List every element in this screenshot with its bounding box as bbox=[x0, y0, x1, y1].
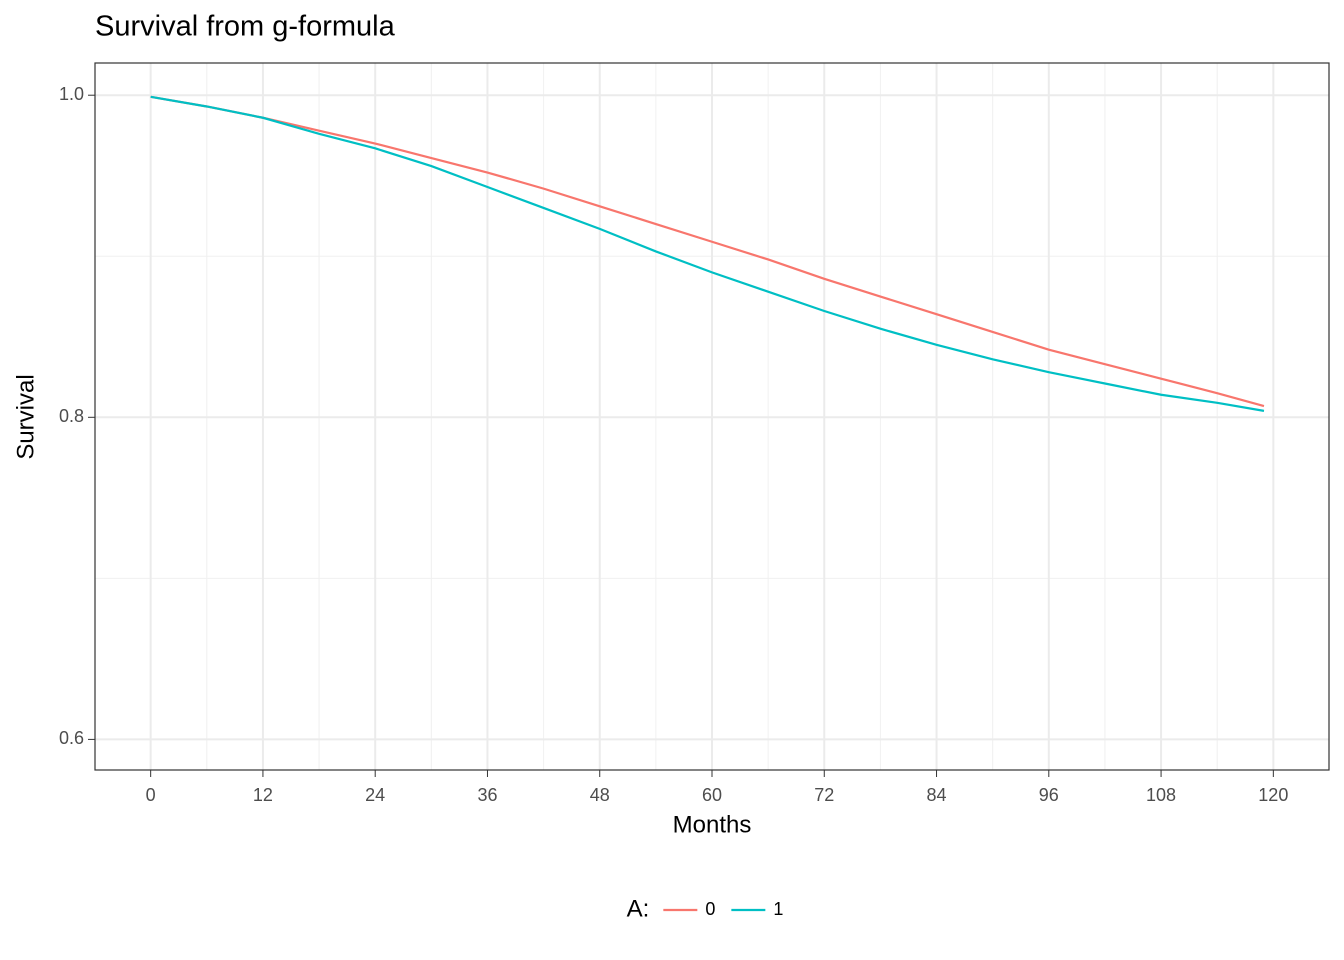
x-tick-label: 60 bbox=[702, 785, 722, 805]
legend-title: A: bbox=[627, 895, 650, 922]
y-tick-label: 0.6 bbox=[59, 728, 84, 748]
line bbox=[150, 95, 1265, 408]
x-tick-label: 0 bbox=[146, 785, 156, 805]
legend-label: 1 bbox=[773, 899, 783, 919]
y-tick-label: 0.8 bbox=[59, 406, 84, 426]
x-tick-label: 36 bbox=[477, 785, 497, 805]
y-axis-label: Survival bbox=[12, 374, 39, 459]
chart-title: Survival from g-formula bbox=[95, 11, 396, 43]
x-tick-label: 48 bbox=[590, 785, 610, 805]
x-tick-label: 108 bbox=[1146, 785, 1176, 805]
x-tick-label: 72 bbox=[814, 785, 834, 805]
x-tick-label: 96 bbox=[1039, 785, 1059, 805]
x-axis-label: Months bbox=[673, 811, 752, 838]
y-tick-label: 1.0 bbox=[59, 84, 84, 104]
line bbox=[150, 95, 1265, 412]
x-tick-label: 120 bbox=[1258, 785, 1288, 805]
x-tick-label: 84 bbox=[927, 785, 947, 805]
x-tick-label: 24 bbox=[365, 785, 385, 805]
legend-label: 0 bbox=[705, 899, 715, 919]
x-tick-label: 12 bbox=[253, 785, 273, 805]
panel-border bbox=[94, 62, 1330, 771]
